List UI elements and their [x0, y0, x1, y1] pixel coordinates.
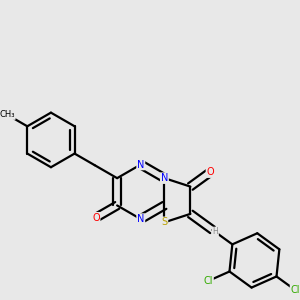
Text: S: S — [161, 217, 167, 227]
Text: N: N — [161, 173, 168, 183]
Text: CH₃: CH₃ — [0, 110, 15, 119]
Text: Cl: Cl — [203, 276, 213, 286]
Text: Cl: Cl — [290, 285, 300, 295]
Text: N: N — [137, 160, 145, 170]
Text: O: O — [92, 213, 100, 223]
Text: N: N — [137, 214, 145, 224]
Text: O: O — [206, 167, 214, 177]
Text: H: H — [212, 227, 218, 236]
